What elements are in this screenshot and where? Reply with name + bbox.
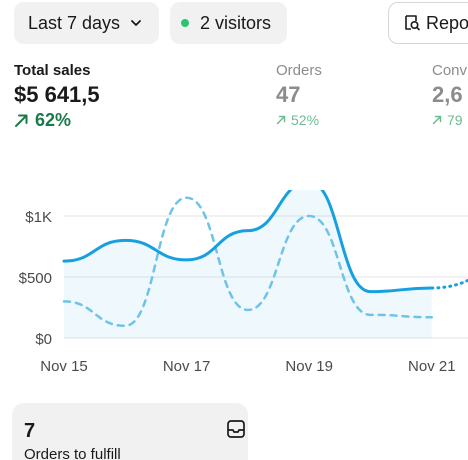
trend-up-arrow-icon [276, 115, 286, 125]
metric-change-value: 52% [291, 112, 320, 128]
metric-value: 47 [276, 82, 301, 107]
metric-change-value: 62% [35, 110, 72, 130]
x-tick-label: Nov 21 [408, 358, 456, 375]
metric-label: Total sales [14, 62, 91, 79]
search-report-icon [403, 14, 421, 32]
trend-up-arrow-icon [432, 115, 442, 125]
orders-to-fulfill-count: 7 [24, 420, 36, 442]
series-line-previous [62, 196, 434, 328]
report-button[interactable]: Repo [388, 2, 468, 44]
report-label: Repo [426, 12, 468, 33]
orders-to-fulfill-label: Orders to fulfill [24, 446, 121, 460]
conversion-metric[interactable]: Conv 2,6 79 [432, 62, 467, 131]
sales-line-chart[interactable]: $1K $500 $0 Nov 15 Nov 17 Nov 19 Nov 21 [0, 190, 468, 380]
inbox-icon [226, 419, 246, 439]
metric-label: Orders [276, 62, 322, 79]
metric-change-value: 79 [447, 112, 463, 128]
y-tick-label: $1K [25, 209, 52, 226]
orders-metric[interactable]: Orders 47 52% [276, 62, 322, 131]
trend-up-arrow-icon [14, 113, 29, 128]
visitors-label: 2 visitors [200, 12, 272, 33]
total-sales-metric[interactable]: Total sales $5 641,5 62% [14, 62, 100, 131]
metric-change: 52% [276, 109, 322, 131]
metric-label: Conv [432, 62, 468, 79]
date-range-button[interactable]: Last 7 days [14, 2, 159, 44]
visitors-button[interactable]: 2 visitors [170, 2, 287, 44]
live-dot-icon [181, 19, 189, 27]
x-tick-label: Nov 15 [40, 358, 88, 375]
date-range-label: Last 7 days [28, 12, 121, 33]
metric-change: 62% [14, 109, 100, 131]
orders-to-fulfill-card[interactable]: 7 Orders to fulfill [12, 403, 248, 460]
series-area [64, 190, 432, 338]
metric-change: 79 [432, 109, 467, 131]
metric-value: $5 641,5 [14, 82, 100, 107]
y-tick-label: $0 [35, 331, 52, 348]
y-tick-label: $500 [19, 270, 52, 287]
x-tick-label: Nov 17 [163, 358, 211, 375]
series-line-current [62, 190, 434, 294]
chevron-down-icon [129, 16, 143, 30]
x-tick-label: Nov 19 [285, 358, 333, 375]
series-line-projection [430, 278, 468, 290]
metric-value: 2,6 [432, 82, 463, 107]
